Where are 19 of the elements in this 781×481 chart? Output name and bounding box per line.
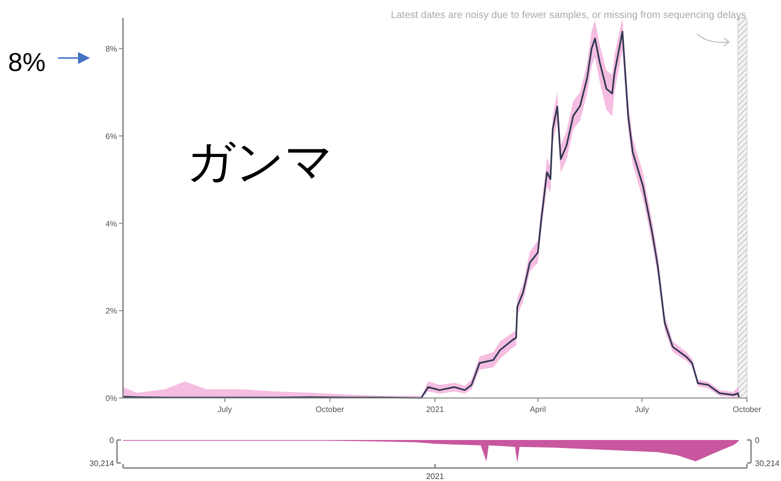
x-tick-label: October xyxy=(732,405,762,414)
annotation: Latest dates are noisy due to fewer samples, or missing from sequencing delays xyxy=(390,10,746,21)
y-tick-label: 2% xyxy=(105,306,117,316)
x-tick-label: July xyxy=(218,405,232,414)
y-tick-label: 0 xyxy=(110,436,115,445)
text: 8% xyxy=(8,47,46,77)
y-tick-label: 6% xyxy=(105,132,117,141)
y-tick-label: 8% xyxy=(105,44,117,54)
x-tick-label: October xyxy=(316,405,344,414)
x-tick-label: July xyxy=(634,405,649,414)
y2-tick-label: 30,214 xyxy=(755,459,780,468)
y-tick-label: 0% xyxy=(105,394,117,403)
x-tick-label: 2021 xyxy=(426,405,444,414)
text: 2021 xyxy=(426,472,444,481)
x-tick-label: April xyxy=(530,405,546,414)
y-tick-label: 30,214 xyxy=(90,459,115,468)
text: ガンマ xyxy=(186,136,334,189)
y2-tick-label: 0 xyxy=(755,436,760,445)
y-tick-label: 4% xyxy=(105,219,117,228)
